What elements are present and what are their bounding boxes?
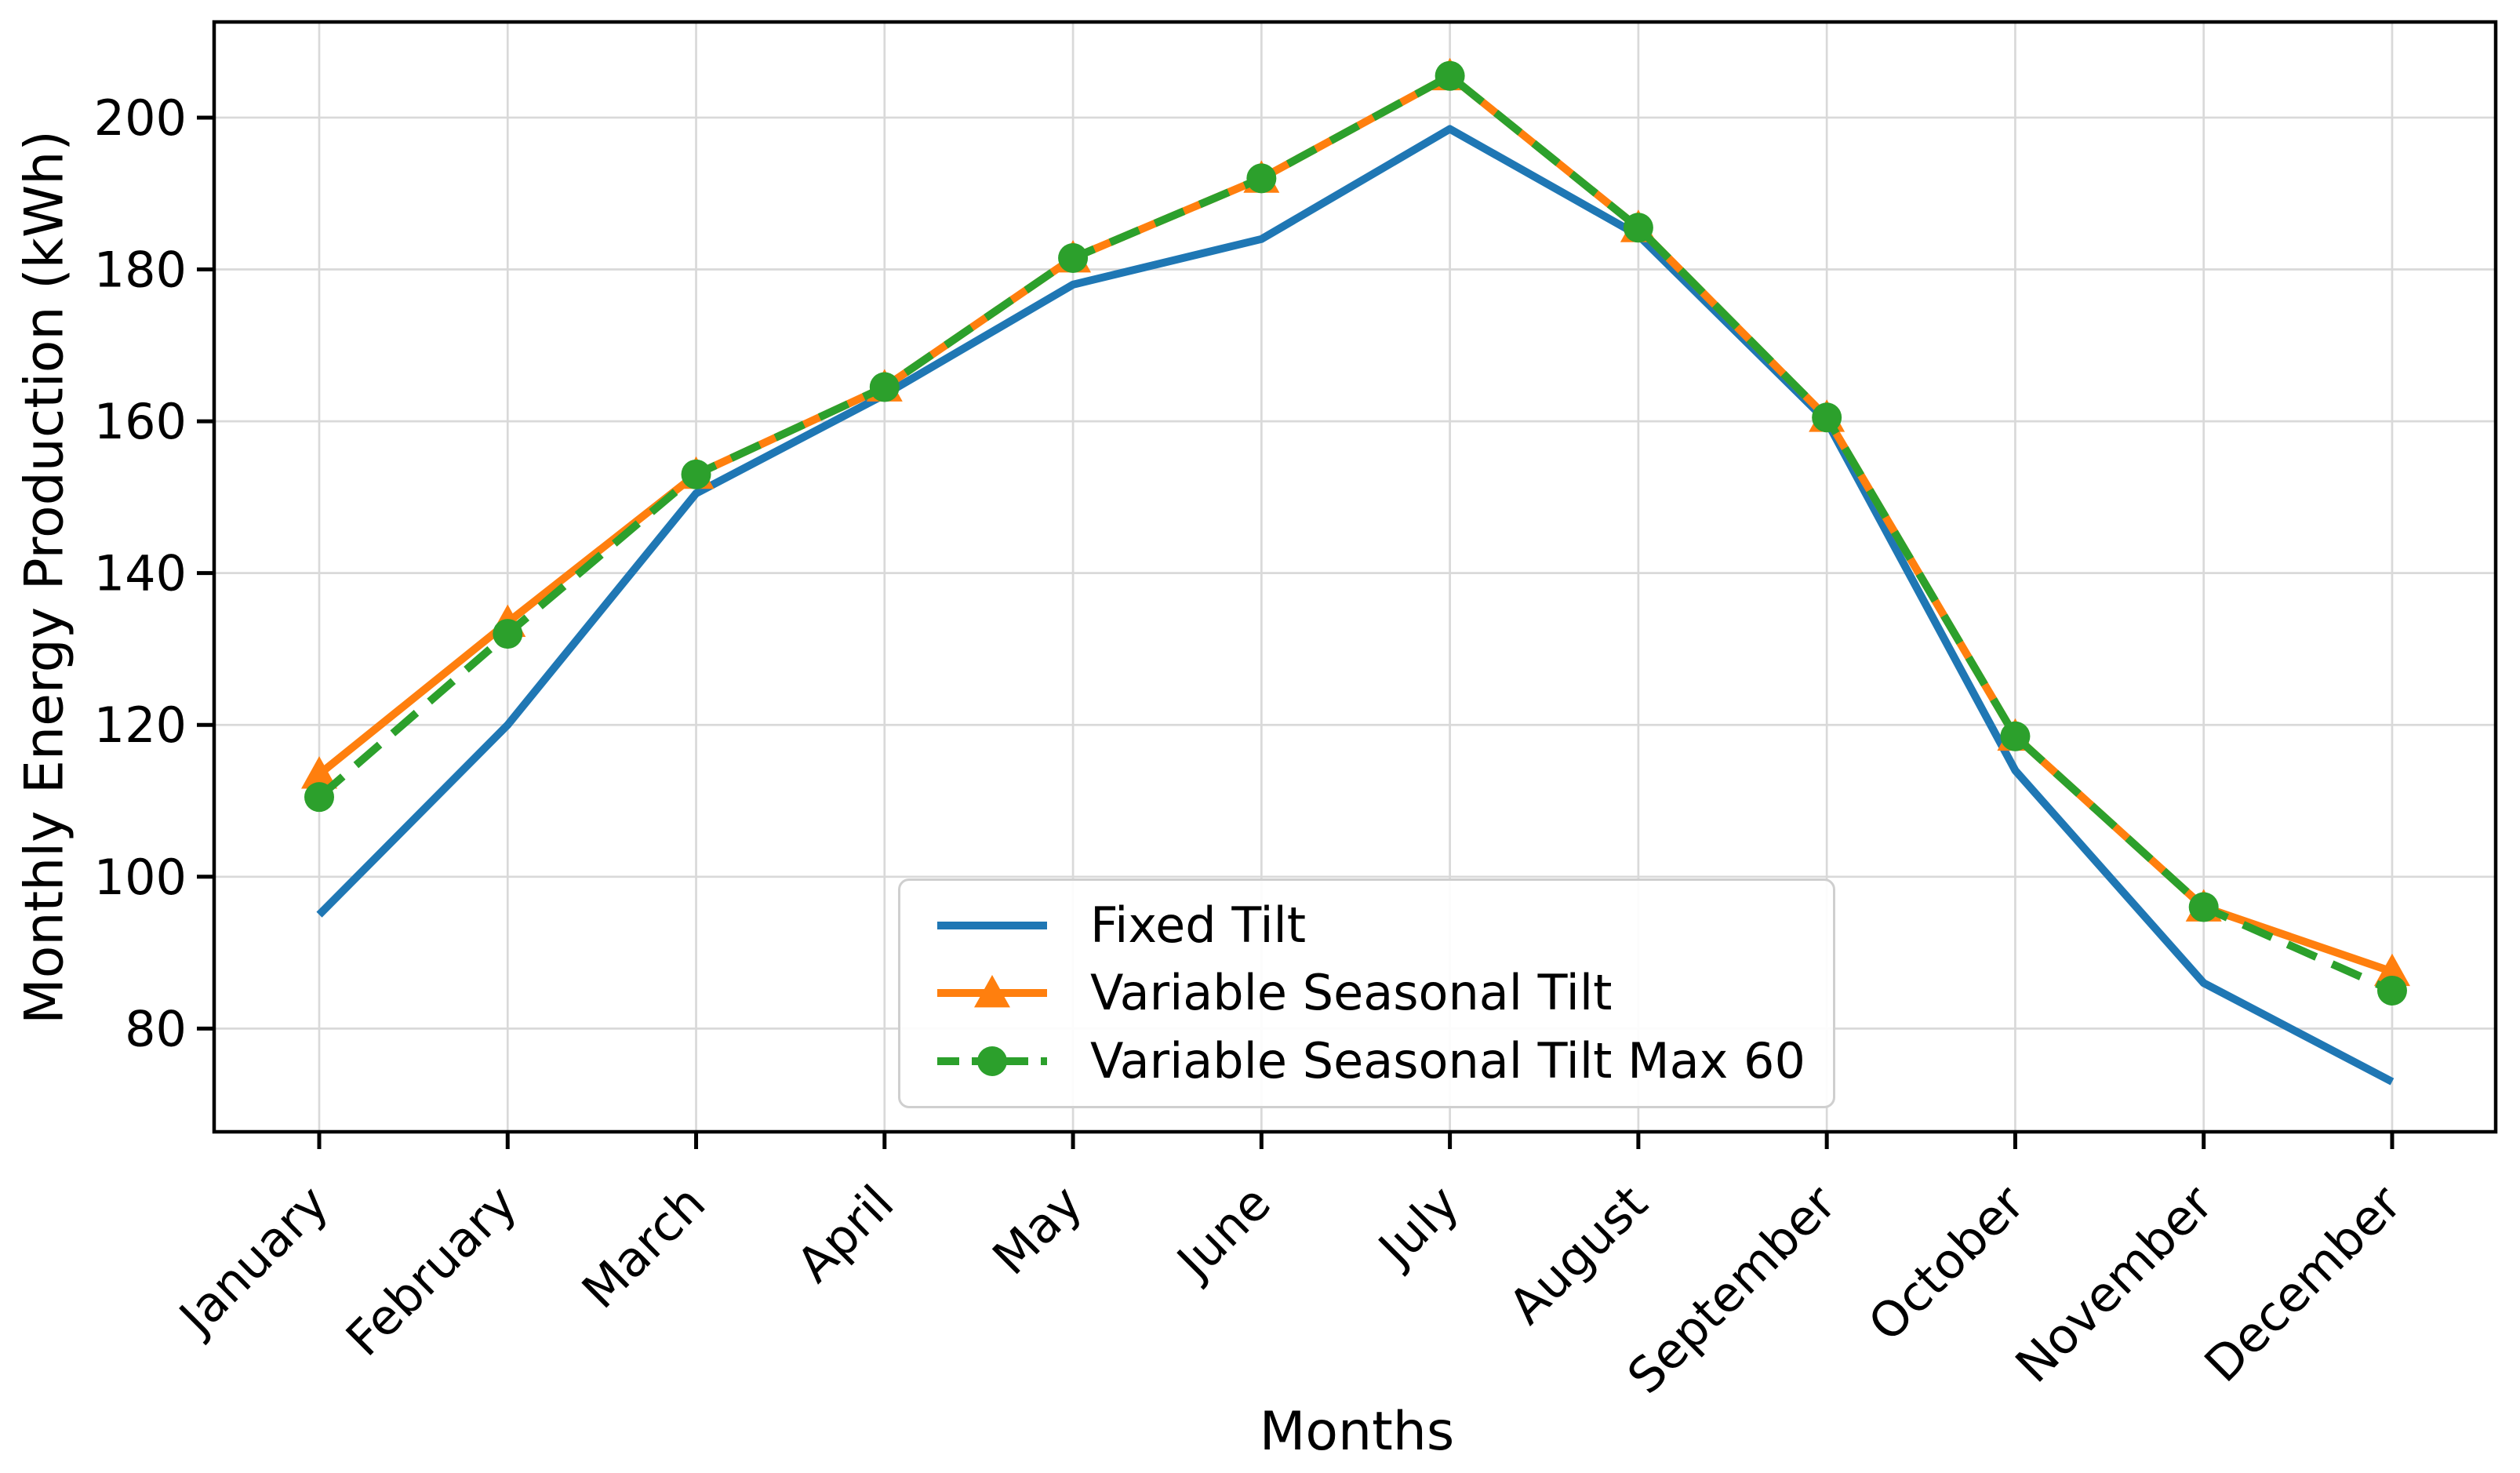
series-fixed-tilt: [316, 125, 2395, 1086]
x-tick-label-july: July: [1365, 1174, 1470, 1278]
x-tick-label-april: April: [786, 1174, 905, 1293]
series-group: [301, 57, 2410, 1086]
marker-variable-seasonal-tilt-max-60-september: [1812, 402, 1842, 433]
x-tick-label-march: March: [571, 1174, 716, 1319]
x-tick-label-november: November: [2005, 1174, 2224, 1394]
series-variable-seasonal-tilt-max-60: [304, 60, 2407, 1006]
marker-variable-seasonal-tilt-max-60-may: [1058, 243, 1089, 274]
x-tick-label-october: October: [1857, 1174, 2035, 1352]
legend-item-fixed-tilt: Fixed Tilt: [933, 894, 1809, 957]
legend-item-variable-seasonal-tilt: Variable Seasonal Tilt: [933, 962, 1809, 1024]
series-line-fixed-tilt: [316, 125, 2395, 1086]
marker-variable-seasonal-tilt-max-60-january: [304, 782, 334, 813]
series-variable-seasonal-tilt: [301, 57, 2410, 987]
legend-sample-fixed-tilt: [937, 922, 1047, 930]
plot-border: [212, 20, 2498, 1134]
legend-sample-variable-seasonal-tilt: [937, 975, 1047, 1008]
legend-item-variable-seasonal-tilt-max-60: Variable Seasonal Tilt Max 60: [933, 1030, 1809, 1093]
marker-variable-seasonal-tilt-max-60-july: [1435, 60, 1465, 91]
marker-variable-seasonal-tilt-december: [2373, 953, 2410, 987]
marker-variable-seasonal-tilt-max-60-october: [2000, 721, 2031, 751]
marker-variable-seasonal-tilt-january: [301, 756, 337, 789]
legend-label-fixed-tilt: Fixed Tilt: [1090, 897, 1307, 955]
legend-label-variable-seasonal-tilt: Variable Seasonal Tilt: [1090, 964, 1613, 1022]
y-tick-label-160: 160: [94, 393, 187, 450]
y-tick-label-180: 180: [94, 242, 187, 299]
marker-variable-seasonal-tilt-max-60-december: [2376, 975, 2407, 1006]
legend-label-variable-seasonal-tilt-max-60: Variable Seasonal Tilt Max 60: [1090, 1031, 1805, 1089]
x-tick-label-august: August: [1497, 1174, 1658, 1335]
series-line-variable-seasonal-tilt: [316, 71, 2394, 976]
marker-variable-seasonal-tilt-max-60-february: [493, 619, 523, 649]
legend-marker-variable-seasonal-tilt: [974, 975, 1010, 1008]
y-tick-label-80: 80: [125, 1000, 187, 1057]
x-tick-label-february: February: [335, 1174, 528, 1367]
marker-variable-seasonal-tilt-max-60-april: [869, 372, 900, 402]
legend-sample-variable-seasonal-tilt-max-60: [937, 1046, 1047, 1076]
y-tick-label-200: 200: [94, 89, 187, 147]
x-tick-label-january: January: [166, 1174, 340, 1348]
y-tick-label-140: 140: [94, 545, 187, 602]
x-tick-label-june: June: [1164, 1174, 1282, 1292]
y-tick-label-120: 120: [94, 696, 187, 754]
marker-variable-seasonal-tilt-max-60-march: [681, 459, 711, 489]
series-line-variable-seasonal-tilt-max-60: [316, 71, 2394, 995]
x-axis-title: Months: [1259, 1401, 1455, 1463]
marker-variable-seasonal-tilt-max-60-june: [1246, 163, 1277, 194]
marker-variable-seasonal-tilt-max-60-august: [1623, 213, 1653, 243]
legend-marker-variable-seasonal-tilt-max-60: [977, 1046, 1007, 1076]
y-axis-title: Monthly Energy Production (kWh): [13, 130, 76, 1024]
y-tick-label-100: 100: [94, 849, 187, 906]
x-tick-label-december: December: [2194, 1174, 2413, 1393]
legend: Fixed Tilt Variable Seasonal Tilt Variab…: [898, 878, 1835, 1108]
marker-variable-seasonal-tilt-max-60-november: [2188, 892, 2219, 922]
x-tick-label-may: May: [981, 1174, 1093, 1286]
